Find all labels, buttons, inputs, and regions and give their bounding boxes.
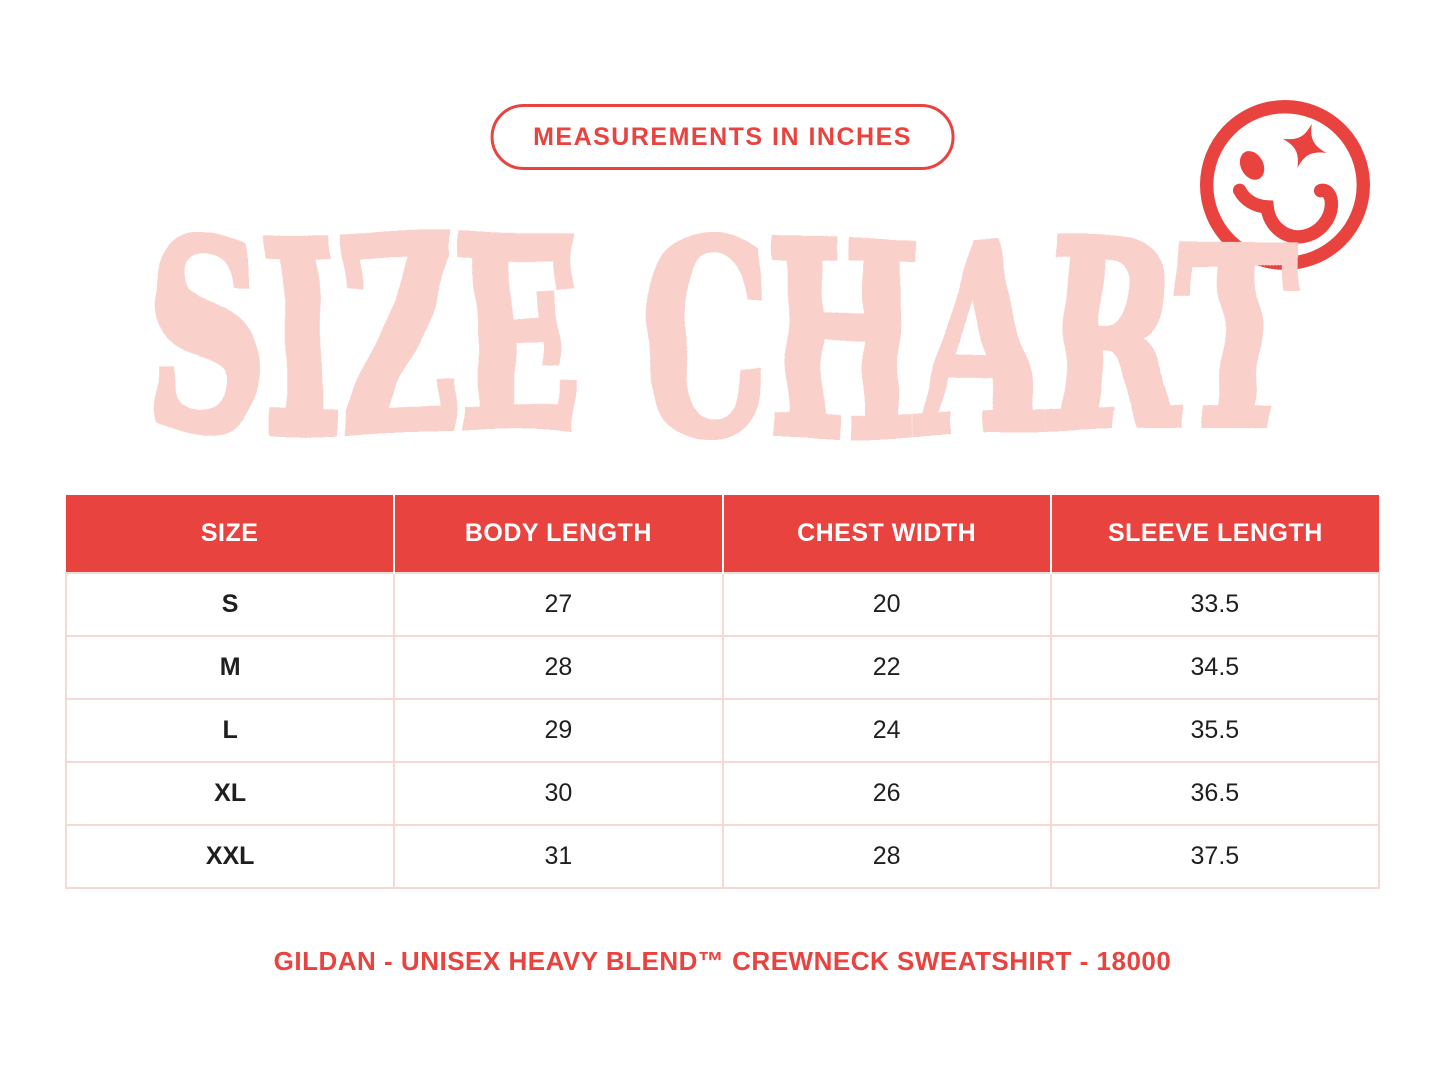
sleeve-length-value: 36.5 (1049, 761, 1381, 826)
column-header-sleeve-length: SLEEVE LENGTH (1050, 495, 1379, 573)
page-title: SIZE CHART (133, 182, 1313, 494)
chest-width-value: 28 (721, 824, 1052, 889)
table-row: XL 30 26 36.5 (64, 761, 1381, 826)
size-table-header: SIZE BODY LENGTH CHEST WIDTH SLEEVE LENG… (66, 495, 1379, 573)
header-row: SIZE BODY LENGTH CHEST WIDTH SLEEVE LENG… (66, 495, 1379, 573)
size-value: XXL (64, 824, 396, 889)
table-row: L 29 24 35.5 (64, 698, 1381, 763)
sleeve-length-value: 34.5 (1049, 635, 1381, 700)
chest-width-value: 20 (721, 572, 1052, 637)
column-header-body-length: BODY LENGTH (394, 495, 724, 573)
body-length-value: 31 (393, 824, 724, 889)
column-header-chest-width: CHEST WIDTH (722, 495, 1052, 573)
body-length-value: 27 (393, 572, 724, 637)
measurements-badge-label: MEASUREMENTS IN INCHES (533, 122, 912, 151)
measurements-badge: MEASUREMENTS IN INCHES (490, 104, 955, 170)
size-value: S (64, 572, 396, 637)
chest-width-value: 26 (721, 761, 1052, 826)
sleeve-length-value: 37.5 (1049, 824, 1381, 889)
product-caption: GILDAN - UNISEX HEAVY BLEND™ CREWNECK SW… (273, 946, 1172, 976)
size-value: L (64, 698, 396, 763)
size-table: SIZE BODY LENGTH CHEST WIDTH SLEEVE LENG… (64, 495, 1381, 889)
size-value: M (64, 635, 396, 700)
sleeve-length-value: 33.5 (1049, 572, 1381, 637)
page-title-text: SIZE CHART (148, 206, 1298, 458)
winking-smiley-icon (1200, 100, 1370, 270)
body-length-value: 28 (393, 635, 724, 700)
chest-width-value: 22 (721, 635, 1052, 700)
body-length-value: 30 (393, 761, 724, 826)
sleeve-length-value: 35.5 (1049, 698, 1381, 763)
size-table-body: S 27 20 33.5 M 28 22 34.5 L 29 24 35.5 X… (64, 572, 1381, 889)
table-row: XXL 31 28 37.5 (64, 824, 1381, 889)
body-length-value: 29 (393, 698, 724, 763)
table-row: M 28 22 34.5 (64, 635, 1381, 700)
chest-width-value: 24 (721, 698, 1052, 763)
table-row: S 27 20 33.5 (64, 572, 1381, 637)
column-header-size: SIZE (66, 495, 396, 573)
size-value: XL (64, 761, 396, 826)
